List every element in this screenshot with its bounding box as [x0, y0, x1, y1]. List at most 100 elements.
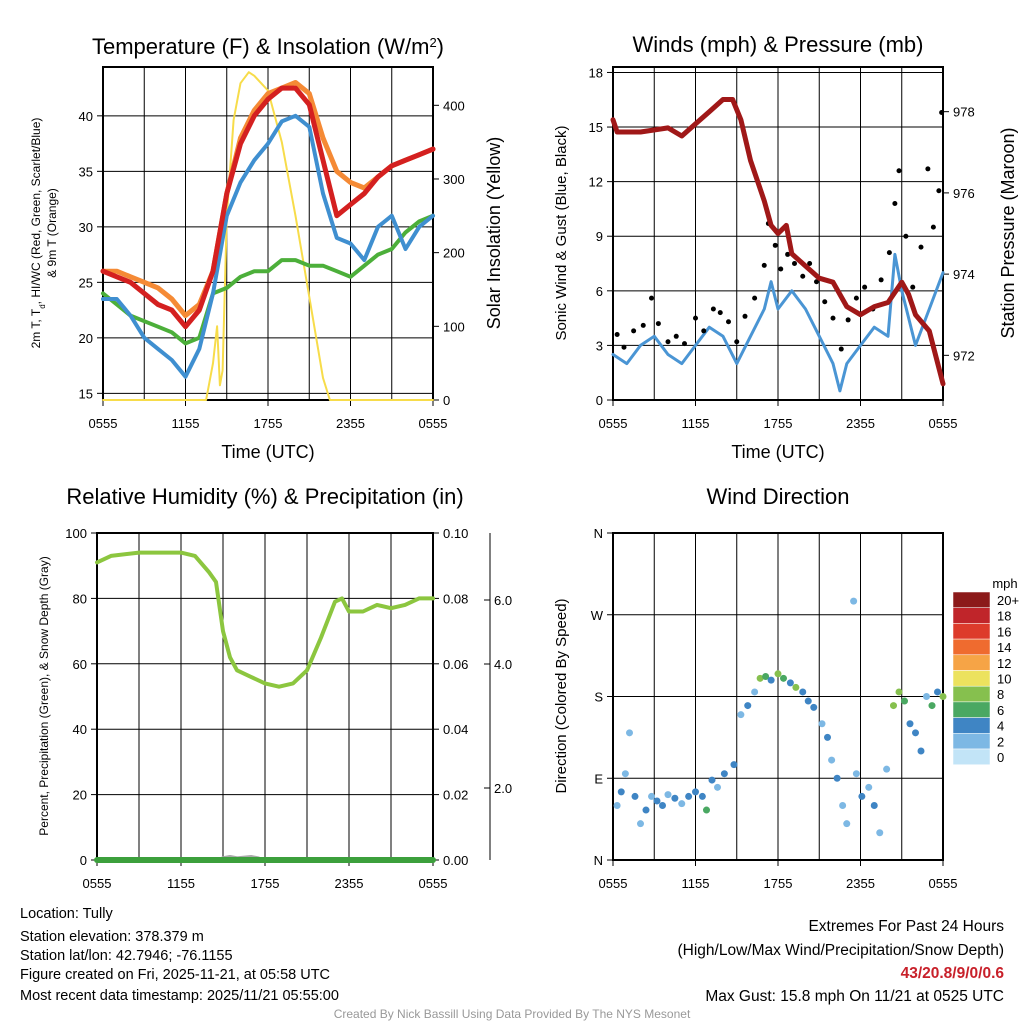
y-axis-label: Direction (Colored By Speed) [553, 598, 570, 793]
y2-tick-label: 300 [443, 172, 465, 187]
gust-point [939, 109, 945, 115]
y2-tick-label: 978 [953, 105, 975, 120]
series-station-pressure [610, 97, 946, 387]
wind-direction-point [850, 597, 858, 605]
wind-direction-point [917, 747, 925, 755]
wind-direction-point [737, 711, 745, 719]
legend-label: 6 [997, 703, 1004, 718]
panel-1: 0555 1155 1755 2355 055515202530354001002003… [29, 34, 504, 462]
y2-tick-label: 0.06 [443, 657, 468, 672]
gust-point [892, 200, 898, 206]
wind-direction-point [671, 794, 679, 802]
y-tick-label: 20 [73, 788, 87, 803]
wind-direction-point [631, 792, 639, 800]
y2-tick-label: 0.04 [443, 722, 468, 737]
wind-direction-point [678, 800, 686, 808]
recent-data-text: Most recent data timestamp: 2025/11/21 0… [20, 988, 339, 1004]
legend-label: 16 [997, 624, 1011, 639]
gust-point [717, 310, 723, 316]
y2-axis-label: Station Pressure (Maroon) [998, 127, 1018, 338]
wind-direction-point [906, 720, 914, 728]
wind-direction-point [698, 792, 706, 800]
wind-direction-point [653, 797, 661, 805]
y-tick-label: 12 [589, 175, 603, 190]
legend-label: 18 [997, 609, 1011, 624]
gust-point [778, 266, 784, 272]
gust-point [792, 261, 797, 267]
y2-tick-label: 0 [443, 393, 450, 408]
wind-direction-point [865, 783, 873, 791]
location-text: Location: Tully [20, 906, 113, 922]
wind-direction-point [901, 697, 908, 705]
panel-4: 0555 1155 1755 2355 0555 N E S W N Wind Direction D… [553, 484, 1019, 891]
wind-direction-point [939, 693, 947, 700]
legend-swatch [952, 717, 991, 734]
y-tick-label: 0 [596, 393, 603, 408]
wind-direction-point [799, 688, 807, 696]
gust-point [807, 261, 813, 267]
wind-direction-point [839, 802, 847, 809]
gust-point [772, 242, 778, 248]
wind-direction-point [756, 674, 764, 682]
gust-point [845, 317, 851, 323]
y-tick-label: 60 [73, 657, 87, 672]
y2-tick-label: 0.02 [443, 788, 468, 803]
legend-label: 20+ [997, 593, 1019, 608]
wind-direction-point [890, 702, 897, 710]
gust-point [925, 166, 931, 172]
gust-point [621, 344, 627, 350]
wind-direction-point [818, 720, 826, 728]
snow-tick-label: 6.0 [494, 593, 512, 608]
x-tick-label: 0555 [599, 876, 628, 891]
gust-point [761, 262, 767, 268]
gust-point [903, 233, 909, 239]
y2-tick-label: 400 [443, 98, 465, 113]
y2-tick-label: 976 [953, 186, 975, 201]
x-tick-label: 1755 [764, 876, 793, 891]
series-solar-insolation [102, 71, 434, 401]
chart-title: Wind Direction [706, 484, 849, 509]
y-axis-label-line2: & 9m T (Orange) [45, 188, 59, 278]
legend-label: 0 [997, 750, 1004, 765]
gust-point [742, 313, 748, 319]
x-tick-label: 1155 [167, 876, 195, 891]
legend-swatch [952, 701, 991, 718]
gust-point [726, 319, 731, 325]
y-tick-label: 0 [80, 853, 87, 868]
y-tick-label: 80 [73, 591, 87, 606]
y-tick-label: 40 [73, 722, 87, 737]
gust-point [701, 328, 707, 334]
max-gust-text: Max Gust: 15.8 mph On 11/21 at 0525 UTC [705, 988, 1004, 1005]
y2-tick-label: 0.10 [443, 526, 468, 541]
wind-direction-point [923, 693, 930, 700]
wind-direction-point [852, 770, 860, 778]
gust-point [886, 250, 892, 256]
x-axis-label: Time (UTC) [221, 442, 314, 462]
wind-direction-point [613, 802, 621, 809]
y2-tick-label: 0.00 [443, 853, 468, 868]
legend-swatch [952, 685, 991, 703]
wind-direction-point [934, 688, 941, 696]
x-tick-label: 1755 [764, 416, 793, 431]
extremes-title: Extremes For Past 24 Hours [808, 918, 1004, 935]
gust-point [822, 299, 828, 305]
snow-tick-label: 4.0 [494, 657, 512, 672]
legend-swatch [952, 638, 991, 656]
y-tick-label: 20 [79, 331, 93, 346]
wind-direction-point [621, 770, 629, 778]
legend-label: 8 [997, 687, 1004, 702]
wind-direction-point [792, 683, 800, 691]
wind-direction-point [912, 729, 919, 737]
gust-point [838, 346, 844, 352]
wind-direction-point [843, 820, 851, 828]
y-tick-label: N [594, 853, 603, 868]
x-tick-label: 1755 [251, 876, 280, 891]
gust-point [752, 295, 758, 301]
wind-direction-point [664, 791, 672, 799]
wind-direction-point [895, 688, 903, 696]
elevation-text: Station elevation: 378.379 m [20, 929, 204, 945]
series-2m-t [100, 85, 436, 330]
wind-direction-point [786, 679, 794, 687]
